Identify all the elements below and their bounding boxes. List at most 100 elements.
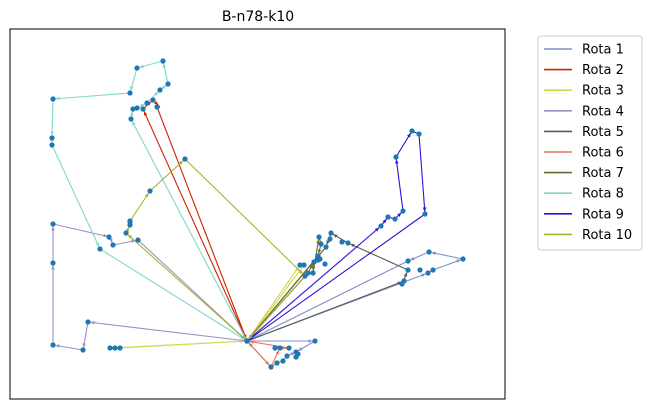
route-8-arrowhead: [162, 63, 167, 68]
route-6: [246, 340, 290, 368]
route-1-arrowhead: [456, 259, 461, 263]
route-7-arrowhead: [309, 264, 313, 269]
route-1-arrowhead: [308, 339, 313, 343]
route-2: [142, 99, 248, 342]
customer-node: [127, 90, 133, 96]
customer-node: [393, 154, 399, 160]
customer-node: [409, 128, 415, 134]
route-4-arrowhead: [55, 344, 60, 348]
customer-node: [327, 236, 333, 242]
legend-entry-2: Rota 2: [544, 63, 624, 78]
route-4-segment: [52, 223, 111, 238]
route-10-segment: [125, 232, 248, 342]
route-10: [125, 158, 306, 342]
customer-node: [182, 156, 188, 162]
route-10-segment: [246, 275, 306, 342]
route-10-arrowhead: [125, 227, 129, 232]
legend-label: Rota 6: [582, 146, 624, 161]
route-6-arrowhead: [265, 361, 270, 366]
customer-node: [134, 105, 140, 111]
nodes-layer: [49, 58, 466, 370]
customer-node: [165, 81, 171, 87]
customer-node: [268, 364, 274, 370]
route-4-arrowhead: [51, 226, 55, 231]
customer-node: [97, 246, 103, 252]
route-9-arrowhead: [395, 159, 399, 164]
route-4-segment: [87, 321, 248, 342]
customer-node: [107, 345, 113, 351]
route-5-arrowhead: [350, 244, 355, 248]
legend-entry-5: Rota 5: [544, 125, 624, 140]
customer-node: [80, 347, 86, 353]
customer-node: [378, 223, 384, 229]
customer-node: [405, 267, 411, 273]
route-2-segment: [142, 108, 248, 342]
route-9-arrowhead: [374, 227, 380, 232]
customer-node: [405, 258, 411, 264]
customer-node: [322, 261, 328, 267]
route-1-arrowhead: [421, 273, 426, 277]
customer-node: [286, 345, 292, 351]
legend-label: Rota 5: [582, 125, 624, 140]
legend-entry-6: Rota 6: [544, 146, 624, 161]
route-8-arrowhead: [161, 85, 166, 90]
customer-node: [302, 273, 308, 279]
route-5-arrowhead: [403, 272, 408, 277]
route-8-segment: [99, 248, 248, 342]
route-1-segment: [246, 260, 409, 342]
route-1-arrowhead: [289, 351, 294, 356]
customer-node: [295, 351, 301, 357]
route-7-arrowhead: [317, 249, 322, 254]
customer-node: [123, 230, 129, 236]
route-9-arrowhead: [422, 207, 427, 212]
customer-node: [318, 241, 324, 247]
route-2-segment: [156, 106, 248, 342]
customer-node: [140, 106, 146, 112]
legend-entry-7: Rota 7: [544, 166, 624, 181]
route-9-arrowhead: [407, 133, 411, 138]
customer-node: [135, 237, 141, 243]
customer-node: [117, 345, 123, 351]
customer-node: [430, 267, 436, 273]
route-5: [246, 232, 409, 342]
route-9-arrowhead: [397, 212, 402, 217]
customer-node: [323, 244, 329, 250]
route-8-segment: [51, 98, 54, 139]
legend-entry-8: Rota 8: [544, 187, 624, 202]
route-9-segment: [418, 133, 426, 215]
customer-node: [392, 216, 398, 222]
customer-node: [147, 188, 153, 194]
route-10-segment: [149, 158, 186, 192]
route-5-arrowhead: [333, 234, 338, 238]
route-9-segment: [246, 225, 382, 342]
route-8-arrowhead: [55, 96, 60, 101]
route-9-segment: [246, 213, 426, 342]
customer-node: [49, 135, 55, 141]
customer-node: [150, 97, 156, 103]
route-3-segment: [119, 340, 248, 349]
customer-node: [110, 242, 116, 248]
legend-label: Rota 7: [582, 166, 624, 181]
route-9-arrowhead: [382, 218, 387, 224]
customer-node: [284, 353, 290, 359]
route-10-arrowhead: [299, 270, 304, 275]
route-10-arrowhead: [127, 234, 133, 239]
route-4: [51, 223, 248, 351]
depot-node: [244, 338, 250, 344]
route-8-segment: [51, 144, 101, 250]
customer-node: [422, 211, 428, 217]
route-6-arrowhead: [275, 350, 279, 355]
customer-node: [315, 253, 321, 259]
route-8-segment: [130, 118, 248, 342]
legend-entry-10: Rota 10: [544, 228, 632, 243]
customer-node: [50, 96, 56, 102]
customer-node: [426, 249, 432, 255]
route-7-segment: [246, 255, 319, 342]
route-8-arrowhead: [140, 104, 145, 108]
route-3-segment: [246, 264, 305, 342]
route-1-arrowhead: [298, 347, 303, 351]
route-4-arrowhead: [90, 320, 95, 325]
legend-entry-9: Rota 9: [544, 207, 624, 222]
route-8-arrowhead: [95, 242, 99, 247]
